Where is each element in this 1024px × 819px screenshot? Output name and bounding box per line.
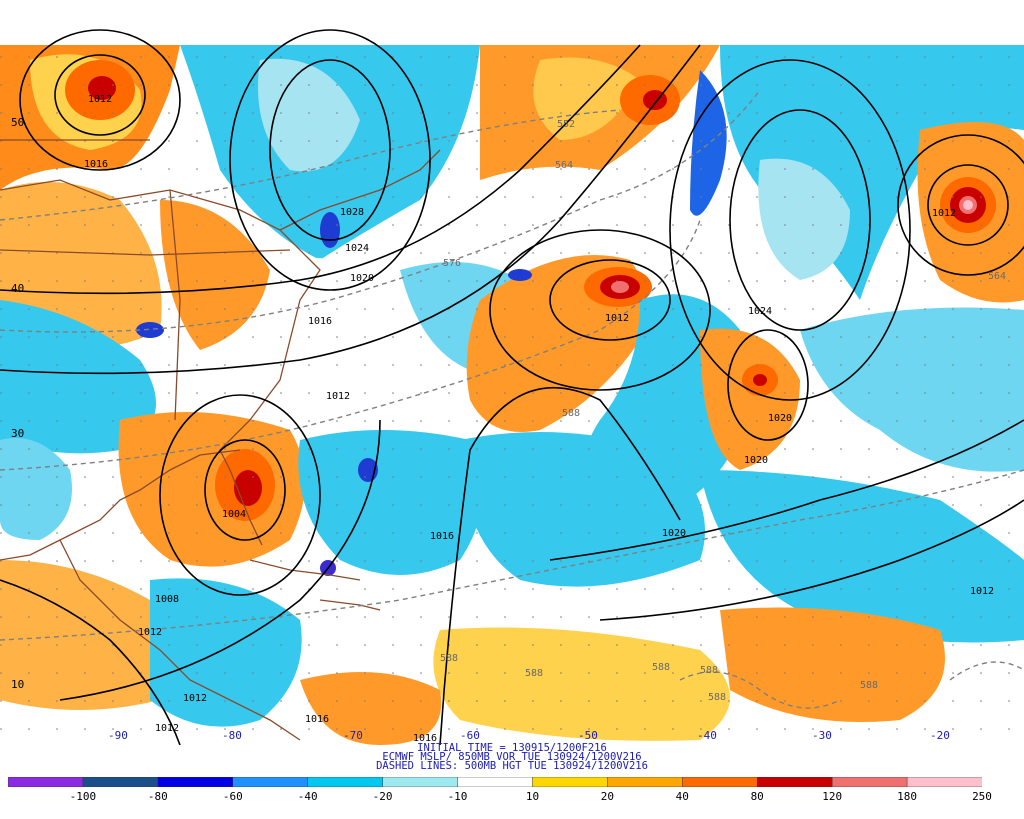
color-bar-swatch <box>831 777 908 787</box>
pressure-label: 1024 <box>748 306 772 317</box>
coastlines <box>0 139 441 741</box>
caption-initial-time: INITIAL TIME = 130915/1200F216 <box>417 742 607 754</box>
lon-label: -40 <box>697 729 717 742</box>
color-bar-swatch <box>607 777 684 787</box>
lat-label: 30 <box>11 427 24 440</box>
color-bar-swatch <box>756 777 833 787</box>
pressure-label: 1016 <box>84 159 108 170</box>
color-bar-swatch <box>682 777 758 787</box>
height-label: 552 <box>557 119 575 130</box>
pressure-label: 1024 <box>345 243 369 254</box>
pressure-label: 1016 <box>413 733 437 744</box>
pressure-label: 1012 <box>932 208 956 219</box>
pressure-label: 1016 <box>305 714 329 725</box>
color-bar-label: 250 <box>972 790 992 803</box>
height-label: 588 <box>562 408 580 419</box>
pressure-label: 1012 <box>138 627 162 638</box>
lat-label: 40 <box>11 282 24 295</box>
height-label: 564 <box>988 271 1006 282</box>
color-bar-swatch <box>532 777 609 787</box>
color-bar-label: 80 <box>750 790 764 803</box>
color-bar-swatch <box>307 777 384 787</box>
color-bar-swatch <box>157 777 234 787</box>
lon-label: -80 <box>222 729 242 742</box>
height-label: 588 <box>440 653 458 664</box>
height-contours <box>0 89 1024 709</box>
height-label: 576 <box>443 258 461 269</box>
caption-product: ECMWF MSLP/ 850MB VOR TUE 130924/1200V21… <box>382 751 642 763</box>
lon-label: -90 <box>108 729 128 742</box>
height-label: 564 <box>555 160 573 171</box>
color-bar-label: -100 <box>69 790 97 803</box>
color-bar-label: -80 <box>147 790 168 803</box>
lat-label: 50 <box>11 116 24 129</box>
color-bar-label: 120 <box>822 790 843 803</box>
longitude-labels: -90 -80 -70 -60 -50 -40 -30 -20 <box>108 729 950 742</box>
pressure-label: 1020 <box>662 528 686 539</box>
pressure-label: 1012 <box>88 94 112 105</box>
pressure-label: 1012 <box>183 693 207 704</box>
color-bar-swatch <box>382 777 459 787</box>
color-bar-swatch <box>457 777 534 787</box>
pressure-label: 1004 <box>222 509 246 520</box>
pressure-labels: 1012 1016 1028 1024 1020 1016 1012 1004 … <box>84 94 994 744</box>
color-bar-label: -60 <box>222 790 243 803</box>
lon-label: -50 <box>578 729 598 742</box>
height-label: 588 <box>860 680 878 691</box>
lat-label: 10 <box>11 678 24 691</box>
color-bar-labels: -100 -80 -60 -40 -20 -10 10 20 40 80 120 180 250 <box>0 790 1024 804</box>
lon-label: -70 <box>343 729 363 742</box>
pressure-contours <box>0 29 1024 745</box>
weather-map: 50 40 30 10 -90 -80 -70 -60 -50 -40 -30 … <box>0 29 1024 745</box>
caption-dashed-lines: DASHED LINES: 500MB HGT TUE 130924/1200V… <box>376 760 648 772</box>
color-bar-swatch <box>232 777 309 787</box>
color-bar-label: -40 <box>297 790 318 803</box>
pressure-label: 1016 <box>308 316 332 327</box>
color-bar-swatch <box>906 777 982 787</box>
height-label: 588 <box>652 662 670 673</box>
height-label: 588 <box>700 665 718 676</box>
pressure-label: 1020 <box>350 273 374 284</box>
color-bar-swatch <box>82 777 159 787</box>
color-bar-label: -20 <box>372 790 393 803</box>
color-bar-label: -10 <box>447 790 468 803</box>
color-bar <box>8 777 982 787</box>
pressure-label: 1012 <box>326 391 350 402</box>
color-bar-swatch <box>8 777 84 787</box>
color-bar-label: 10 <box>525 790 540 803</box>
dot-grid <box>0 45 1024 745</box>
pressure-label: 1016 <box>430 531 454 542</box>
color-bar-label: 20 <box>600 790 615 803</box>
pressure-label: 1012 <box>970 586 994 597</box>
latitude-labels: 50 40 30 10 <box>11 116 24 691</box>
pressure-label: 1012 <box>155 723 179 734</box>
lon-label: -60 <box>460 729 480 742</box>
color-bar-label: 180 <box>897 790 918 803</box>
lon-label: -30 <box>812 729 832 742</box>
pressure-label: 1020 <box>744 455 768 466</box>
height-label: 588 <box>708 692 726 703</box>
height-label: 588 <box>525 668 543 679</box>
lon-label: -20 <box>930 729 950 742</box>
pressure-label: 1020 <box>768 413 792 424</box>
pressure-label: 1012 <box>605 313 629 324</box>
height-labels: 552 564 576 588 588 588 588 588 588 588 … <box>440 119 1006 703</box>
color-bar-label: 40 <box>675 790 689 803</box>
pressure-label: 1028 <box>340 207 364 218</box>
pressure-label: 1008 <box>155 594 179 605</box>
